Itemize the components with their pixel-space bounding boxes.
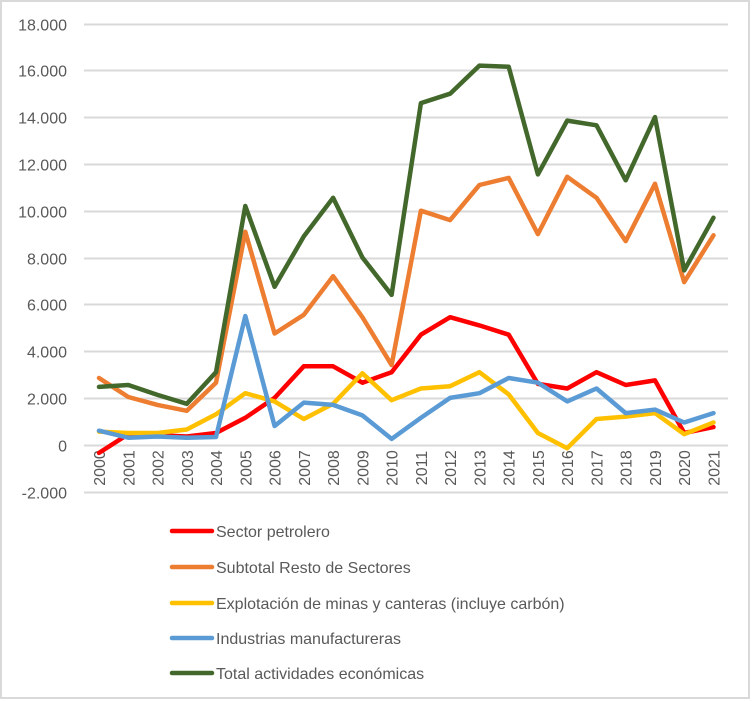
series-line-3 bbox=[96, 313, 716, 442]
series-line-1 bbox=[96, 174, 716, 414]
y-tick-label: 12.000 bbox=[18, 158, 67, 175]
legend-label: Sector petrolero bbox=[216, 524, 330, 541]
x-tick-label: 2014 bbox=[502, 450, 519, 486]
y-axis-tick-labels: -2.000 0 2.000 4.000 6.000 8.000 10.000 12.000 1… bbox=[18, 18, 67, 503]
legend: Sector petrolero Subtotal Resto de Sector… bbox=[169, 524, 565, 683]
legend-item: Total actividades económicas bbox=[169, 666, 424, 683]
x-tick-label: 2021 bbox=[707, 450, 724, 486]
y-tick-label: 6.000 bbox=[27, 298, 67, 315]
y-tick-label: 2.000 bbox=[27, 392, 67, 409]
x-tick-label: 2015 bbox=[531, 450, 548, 486]
x-tick-label: 2011 bbox=[414, 451, 431, 486]
x-tick-label: 2009 bbox=[355, 450, 372, 486]
x-tick-label: 2002 bbox=[151, 450, 168, 486]
legend-item: Explotación de minas y canteras (incluye… bbox=[169, 596, 565, 613]
series-line-2 bbox=[96, 369, 716, 451]
y-tick-label: -2.000 bbox=[22, 486, 67, 503]
x-tick-label: 2010 bbox=[385, 450, 402, 486]
y-tick-label: 10.000 bbox=[18, 205, 67, 222]
x-tick-label: 2019 bbox=[648, 450, 665, 486]
legend-item: Subtotal Resto de Sectores bbox=[169, 560, 411, 577]
x-axis-tick-labels: 2000 2001 2002 2003 2004 2005 2006 2007 2008 2009… bbox=[92, 450, 724, 486]
legend-label: Total actividades económicas bbox=[216, 666, 424, 683]
legend-label: Subtotal Resto de Sectores bbox=[216, 560, 411, 577]
x-tick-label: 2017 bbox=[589, 450, 606, 486]
legend-item: Sector petrolero bbox=[169, 524, 330, 541]
series-line-0 bbox=[96, 314, 716, 456]
y-tick-label: 8.000 bbox=[27, 252, 67, 269]
series-lines bbox=[96, 63, 716, 456]
legend-item: Industrias manufactureras bbox=[169, 631, 401, 648]
x-tick-label: 2004 bbox=[209, 450, 226, 486]
x-tick-label: 2005 bbox=[238, 450, 255, 486]
x-tick-label: 2001 bbox=[121, 450, 138, 486]
x-tick-label: 2018 bbox=[619, 450, 636, 486]
x-tick-label: 2006 bbox=[268, 450, 285, 486]
series-line-4 bbox=[96, 63, 716, 407]
x-tick-label: 2020 bbox=[677, 450, 694, 486]
y-tick-label: 0 bbox=[58, 439, 67, 456]
y-tick-label: 14.000 bbox=[18, 111, 67, 128]
x-tick-label: 2003 bbox=[180, 450, 197, 486]
x-tick-label: 2013 bbox=[472, 450, 489, 486]
y-tick-label: 4.000 bbox=[27, 345, 67, 362]
y-tick-label: 18.000 bbox=[18, 18, 67, 35]
x-tick-label: 2012 bbox=[443, 450, 460, 486]
x-tick-label: 2000 bbox=[92, 450, 109, 486]
legend-label: Industrias manufactureras bbox=[216, 631, 401, 648]
x-tick-label: 2008 bbox=[326, 450, 343, 486]
legend-label: Explotación de minas y canteras (incluye… bbox=[216, 596, 565, 613]
x-tick-label: 2016 bbox=[560, 450, 577, 486]
y-tick-label: 16.000 bbox=[18, 64, 67, 81]
x-tick-label: 2007 bbox=[297, 450, 314, 486]
